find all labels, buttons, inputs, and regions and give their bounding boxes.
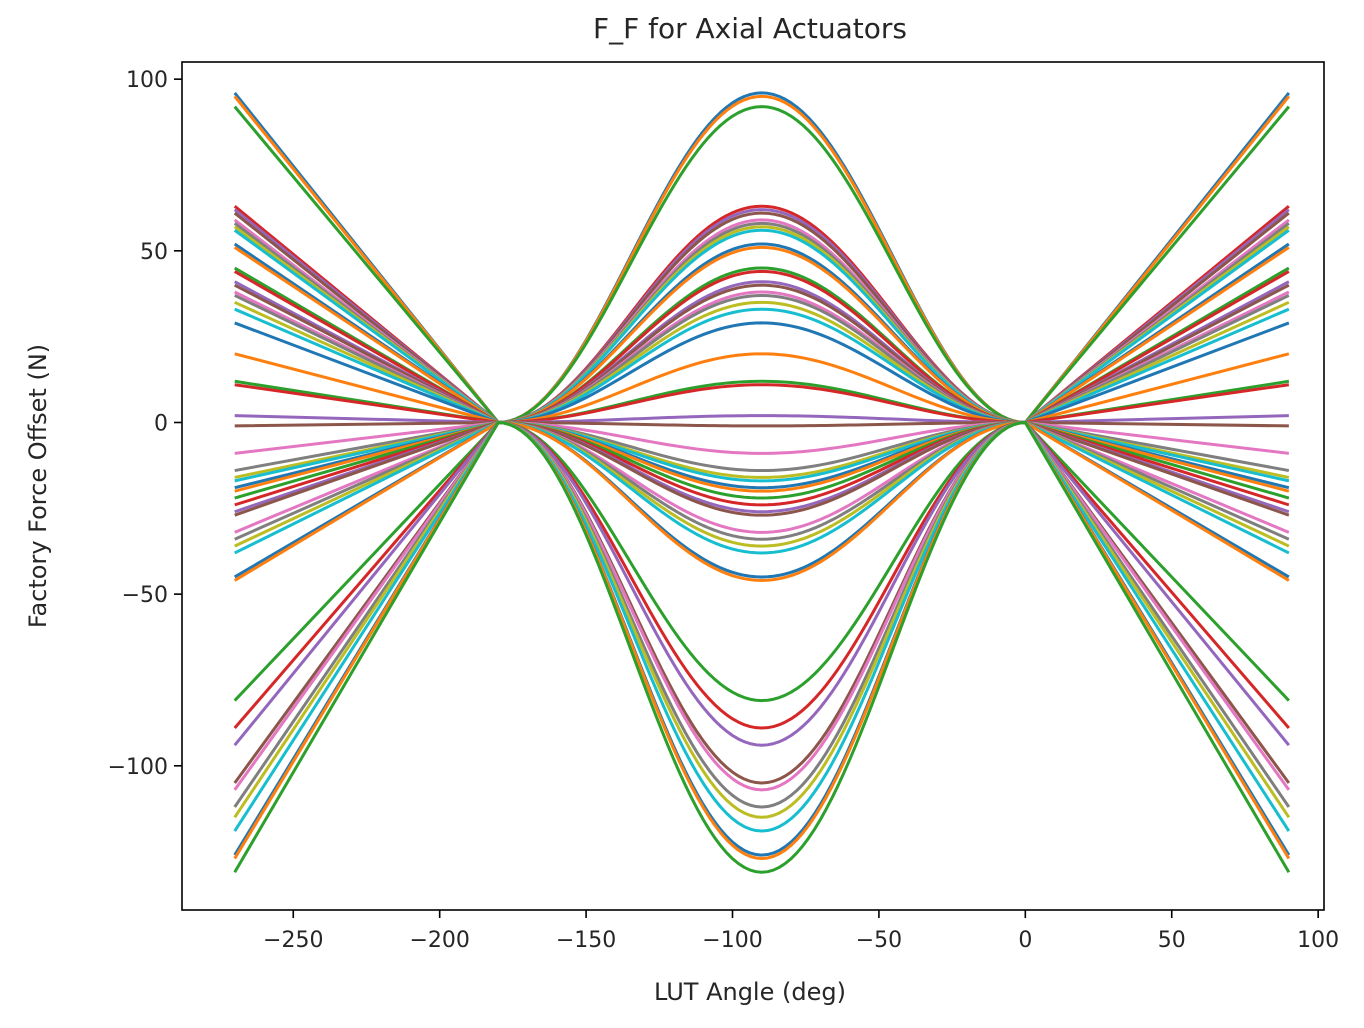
- x-tick-label: −150: [556, 928, 616, 953]
- series-line: [234, 420, 1290, 473]
- x-tick-label: −250: [263, 928, 323, 953]
- series-line: [233, 420, 1290, 730]
- x-tick-label: −100: [702, 928, 762, 953]
- series-line: [234, 420, 1289, 428]
- series-line: [234, 307, 1290, 424]
- x-axis-label: LUT Angle (deg): [654, 978, 846, 1006]
- series-line: [233, 420, 1290, 703]
- series-line: [233, 420, 1290, 582]
- series-line: [234, 321, 1290, 424]
- series-line: [233, 228, 1290, 424]
- y-tick-label: 0: [154, 411, 168, 436]
- series-line: [234, 352, 1290, 424]
- x-tick-label: 50: [1158, 928, 1186, 953]
- y-tick-label: 50: [140, 240, 168, 265]
- series-line: [234, 383, 1290, 424]
- series-line: [233, 105, 1291, 424]
- series-line: [233, 420, 1291, 792]
- series-line: [233, 420, 1291, 874]
- y-axis-label: Factory Force Offset (N): [24, 344, 52, 628]
- y-tick-label: 100: [126, 68, 168, 93]
- series-line: [233, 420, 1291, 833]
- series-line: [233, 269, 1290, 424]
- series-line: [233, 245, 1290, 424]
- y-tick-label: −50: [122, 583, 168, 608]
- y-tick-label: −100: [108, 755, 168, 780]
- series-line: [234, 420, 1290, 517]
- chart-title: F_F for Axial Actuators: [593, 12, 907, 45]
- series-line: [233, 420, 1291, 747]
- x-tick-label: −50: [856, 928, 902, 953]
- series-line: [234, 420, 1290, 555]
- plot-frame: [181, 61, 1325, 911]
- series-layer: [233, 91, 1291, 874]
- x-axis: −250 −200 −150 −100 −50 0 50 100: [263, 910, 1339, 953]
- x-tick-label: 100: [1297, 928, 1339, 953]
- x-tick-label: −200: [409, 928, 469, 953]
- series-line: [234, 414, 1289, 424]
- series-line: [234, 420, 1290, 455]
- y-axis: −100 −50 0 50 100: [108, 68, 182, 780]
- x-tick-label: 0: [1018, 928, 1032, 953]
